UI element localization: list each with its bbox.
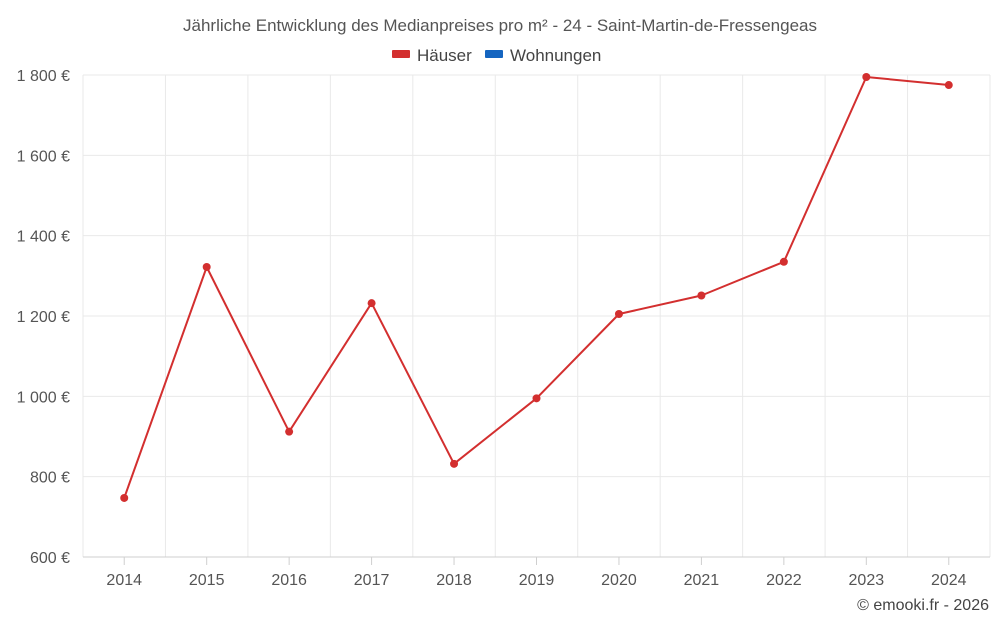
x-tick-label: 2015 [189, 572, 225, 589]
x-tick-label: 2016 [271, 572, 307, 589]
legend-swatch-apartments [485, 50, 503, 58]
data-point-houses[interactable] [944, 81, 953, 90]
data-point-houses[interactable] [532, 394, 541, 403]
x-tick-label: 2020 [601, 572, 637, 589]
legend-label-houses: Häuser [417, 46, 472, 65]
y-axis-ticks: 600 € 800 € 1 000 € 1 200 € 1 400 € 1 600 € 1 … [17, 68, 70, 567]
legend-label-apartments: Wohnungen [510, 46, 601, 65]
data-point-houses[interactable] [862, 73, 871, 82]
y-tick-label: 1 800 € [17, 68, 70, 85]
x-tick-label: 2014 [106, 572, 142, 589]
y-tick-label: 1 000 € [17, 389, 70, 406]
grid-horizontal [83, 74, 990, 478]
x-tick-label: 2024 [931, 572, 967, 589]
legend: Häuser Wohnungen [392, 46, 601, 65]
x-tick-label: 2022 [766, 572, 802, 589]
credit-text: © emooki.fr - 2026 [857, 597, 989, 614]
data-point-houses[interactable] [285, 427, 294, 436]
data-point-houses[interactable] [614, 309, 623, 318]
x-tick-label: 2017 [354, 572, 390, 589]
y-tick-label: 600 € [30, 550, 70, 567]
legend-item-apartments[interactable]: Wohnungen [485, 46, 601, 65]
y-tick-label: 1 600 € [17, 148, 70, 165]
series-houses [120, 73, 953, 502]
data-point-houses[interactable] [120, 493, 129, 502]
x-tick-label: 2021 [684, 572, 720, 589]
x-tick-label: 2018 [436, 572, 472, 589]
y-tick-label: 800 € [30, 470, 70, 487]
data-point-houses[interactable] [367, 299, 376, 308]
x-tick-label: 2023 [849, 572, 885, 589]
legend-swatch-houses [392, 50, 410, 58]
x-axis-ticks: 2014 2015 2016 2017 2018 2019 2020 2021 2022 2023… [106, 557, 967, 589]
y-tick-label: 1 200 € [17, 309, 70, 326]
y-tick-label: 1 400 € [17, 229, 70, 246]
chart-title: Jährliche Entwicklung des Medianpreises … [183, 16, 817, 35]
data-point-houses[interactable] [450, 459, 459, 468]
data-point-houses[interactable] [779, 257, 788, 266]
x-tick-label: 2019 [519, 572, 555, 589]
data-point-houses[interactable] [697, 291, 706, 300]
legend-item-houses[interactable]: Häuser [392, 46, 472, 65]
data-point-houses[interactable] [202, 262, 211, 271]
